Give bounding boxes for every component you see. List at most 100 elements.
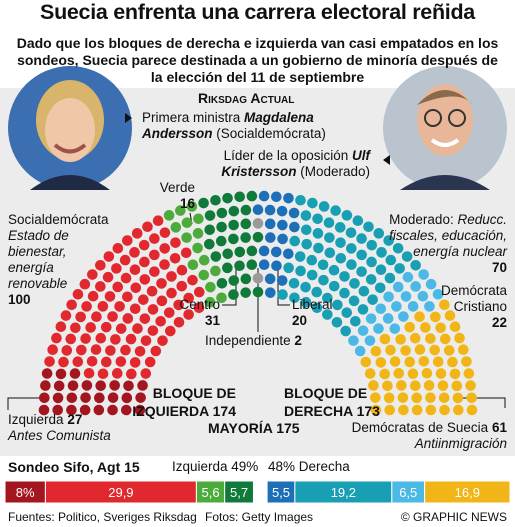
seat-count: 16 — [179, 196, 195, 211]
seat-count: 61 — [491, 420, 507, 435]
seat — [138, 294, 149, 305]
seat — [216, 292, 227, 304]
seat — [55, 321, 67, 332]
seat — [132, 323, 143, 334]
seat-count: 22 — [491, 315, 507, 330]
seat — [156, 295, 168, 307]
seat — [60, 310, 72, 321]
seat — [356, 249, 367, 261]
photo-hair — [417, 90, 473, 105]
seat — [389, 323, 401, 334]
seat — [461, 356, 472, 367]
leader-line — [7, 397, 45, 410]
seat — [228, 205, 240, 217]
seat — [210, 251, 222, 262]
seat — [392, 242, 404, 254]
seat — [425, 278, 437, 290]
seat — [444, 310, 456, 321]
seat-count: 70 — [491, 260, 507, 275]
party-name: Demócrata Cristiano — [440, 283, 507, 314]
party-seats — [277, 194, 421, 337]
party-label: Demócratas de Suecia 61 Antiinmigración — [320, 420, 507, 452]
seat — [204, 210, 216, 221]
seat — [205, 281, 216, 293]
seat — [204, 224, 216, 236]
seat — [301, 238, 312, 250]
seat — [265, 287, 276, 298]
seat — [375, 303, 387, 315]
poll-value-label: 8% — [16, 485, 35, 500]
seat — [240, 232, 251, 243]
seat — [463, 368, 475, 379]
seat — [111, 368, 123, 379]
seat — [271, 191, 282, 203]
seat — [317, 259, 329, 271]
seat — [423, 380, 435, 391]
seat — [166, 287, 177, 299]
seat — [204, 238, 215, 250]
seat — [75, 311, 86, 323]
bloc-label: BLOQUE DE IZQUIERDA 174 — [110, 384, 236, 420]
seat — [376, 247, 387, 258]
role: Primera ministra — [142, 110, 241, 125]
seat — [258, 190, 270, 202]
seat — [80, 333, 91, 344]
leader-caption: Primera ministra Magdalena Andersson (So… — [142, 110, 352, 142]
party-name: Socialdemócrata — [8, 212, 109, 227]
seat — [139, 256, 150, 268]
seat — [384, 272, 396, 284]
seat — [147, 304, 159, 315]
seat — [397, 392, 409, 403]
seat — [79, 278, 91, 290]
seat — [322, 309, 333, 320]
party-seats — [44, 215, 205, 380]
party: (Moderado) — [300, 164, 370, 179]
seat — [119, 254, 131, 266]
seat — [277, 219, 288, 231]
seat — [61, 345, 73, 356]
seat — [193, 286, 205, 298]
seat — [129, 247, 140, 258]
seat — [410, 281, 421, 292]
seat — [107, 392, 119, 403]
chart-title: Riksdag Actual — [198, 90, 295, 106]
seat — [240, 273, 252, 285]
seat — [87, 290, 99, 302]
seat — [400, 291, 412, 302]
seat — [138, 239, 150, 251]
seat — [306, 269, 318, 281]
seat — [324, 232, 335, 243]
seat — [424, 301, 435, 312]
sources: Fuentes: Politico, Sveriges Riksdag — [8, 510, 197, 524]
seat — [183, 292, 194, 304]
seat — [47, 344, 58, 356]
seat — [147, 325, 159, 336]
seat — [149, 249, 160, 261]
seat — [409, 332, 421, 344]
seat — [134, 404, 146, 416]
seat — [335, 252, 347, 264]
seat — [44, 356, 55, 367]
poll-value-label: 5,7 — [230, 485, 248, 500]
seat — [370, 345, 382, 357]
seat — [107, 404, 118, 416]
seat — [93, 404, 105, 416]
seat — [383, 291, 394, 303]
seat — [159, 259, 170, 270]
party-note: Estado de bienestar, energía renovable — [8, 228, 69, 291]
seat — [324, 247, 336, 259]
seat — [312, 213, 323, 225]
seat — [466, 392, 477, 404]
seat — [365, 313, 377, 324]
seat — [322, 292, 333, 304]
seat — [420, 322, 431, 333]
pointer — [125, 113, 132, 123]
seat — [204, 296, 216, 308]
party-seats — [360, 299, 478, 416]
seat — [193, 302, 205, 314]
seat — [332, 299, 343, 311]
seat — [192, 242, 203, 254]
seat — [346, 259, 357, 270]
seat — [289, 235, 301, 247]
seat — [418, 269, 429, 280]
